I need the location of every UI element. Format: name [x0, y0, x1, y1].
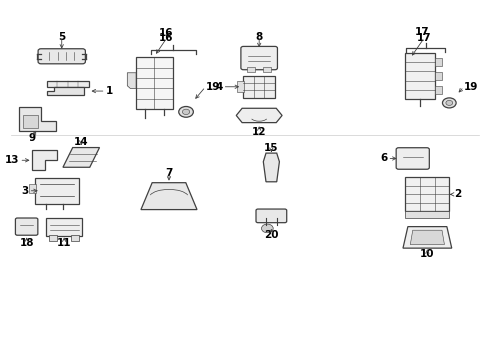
- Text: 12: 12: [251, 127, 266, 136]
- Polygon shape: [409, 230, 444, 244]
- Polygon shape: [127, 73, 136, 88]
- Circle shape: [442, 98, 455, 108]
- Text: 1: 1: [105, 86, 113, 96]
- Bar: [405, 211, 448, 218]
- Bar: [35, 178, 79, 204]
- Polygon shape: [402, 226, 451, 248]
- Polygon shape: [141, 183, 197, 210]
- Bar: [405, 177, 448, 211]
- Bar: [434, 58, 441, 66]
- Bar: [71, 235, 79, 241]
- Text: 2: 2: [453, 189, 461, 199]
- Circle shape: [445, 100, 452, 105]
- Text: 3: 3: [21, 186, 28, 196]
- Polygon shape: [19, 107, 56, 131]
- FancyBboxPatch shape: [395, 148, 428, 169]
- Circle shape: [182, 109, 189, 114]
- Bar: [237, 81, 244, 92]
- Text: 6: 6: [379, 153, 386, 163]
- FancyBboxPatch shape: [38, 49, 85, 64]
- Circle shape: [179, 107, 193, 117]
- FancyBboxPatch shape: [16, 218, 38, 235]
- Text: 4: 4: [215, 82, 222, 92]
- Text: 17: 17: [416, 33, 430, 43]
- Bar: [247, 67, 255, 72]
- Bar: [23, 115, 38, 128]
- Text: 11: 11: [57, 238, 71, 248]
- Text: 8: 8: [255, 32, 262, 41]
- Bar: [243, 76, 274, 98]
- Text: 19: 19: [463, 82, 477, 92]
- Bar: [263, 67, 270, 72]
- Bar: [434, 72, 441, 80]
- Text: 16: 16: [159, 28, 173, 39]
- FancyBboxPatch shape: [256, 209, 286, 223]
- Text: 5: 5: [58, 32, 65, 41]
- Polygon shape: [236, 108, 282, 123]
- Text: 16: 16: [159, 33, 173, 43]
- Bar: [29, 184, 36, 193]
- Text: 9: 9: [29, 133, 36, 143]
- Circle shape: [261, 224, 273, 233]
- Bar: [46, 218, 82, 235]
- Text: 19: 19: [205, 82, 220, 92]
- FancyBboxPatch shape: [241, 46, 277, 70]
- Bar: [405, 53, 434, 99]
- Polygon shape: [263, 153, 279, 182]
- Text: 15: 15: [264, 143, 278, 153]
- Text: 17: 17: [414, 27, 429, 37]
- Text: 20: 20: [264, 230, 278, 239]
- Text: 14: 14: [74, 137, 88, 147]
- Text: 18: 18: [20, 238, 34, 248]
- Text: 13: 13: [5, 155, 20, 165]
- Polygon shape: [47, 87, 83, 95]
- Polygon shape: [32, 150, 57, 170]
- Bar: [434, 86, 441, 94]
- FancyBboxPatch shape: [47, 81, 88, 87]
- Text: 10: 10: [419, 249, 434, 259]
- Bar: [49, 235, 57, 241]
- Text: 7: 7: [165, 168, 172, 178]
- Bar: [136, 57, 172, 109]
- Polygon shape: [63, 148, 100, 167]
